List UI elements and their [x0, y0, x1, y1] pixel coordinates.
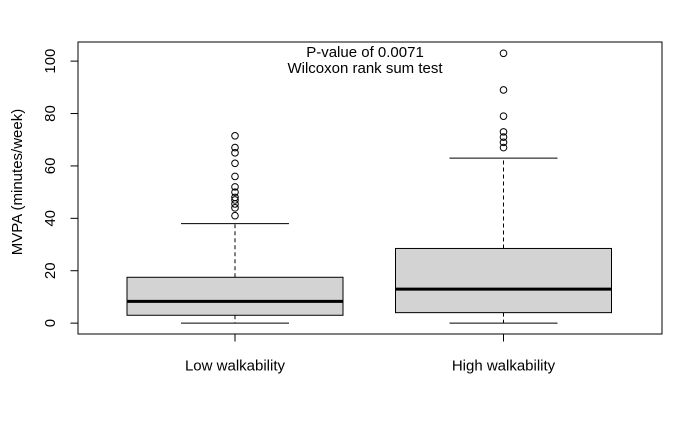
plot-frame — [77, 41, 663, 335]
y-axis-tick-label: 80 — [42, 105, 59, 122]
outlier-point — [499, 112, 508, 120]
p-value-annotation: P-value of 0.0071 — [306, 44, 424, 61]
y-axis-tick-label: 0 — [42, 319, 59, 327]
x-axis-category-label: High walkability — [452, 358, 556, 375]
y-axis-tick-label: 60 — [42, 158, 59, 175]
outlier-point — [231, 204, 239, 212]
outlier-point — [499, 133, 508, 141]
y-axis-tick-label: 40 — [42, 210, 59, 227]
y-axis-tick-label: 20 — [42, 262, 59, 279]
outlier-point — [499, 49, 508, 58]
outlier-point — [231, 211, 239, 220]
outlier-point — [231, 172, 239, 181]
outlier-point — [231, 143, 239, 152]
outlier-point — [231, 149, 239, 157]
x-axis-category-label: Low walkability — [185, 358, 286, 375]
outlier-point — [231, 183, 239, 191]
outlier-point — [499, 128, 508, 136]
outlier-point — [231, 188, 239, 196]
outlier-point — [231, 193, 239, 202]
outlier-point — [231, 131, 239, 140]
iqr-box — [395, 247, 612, 314]
boxplot-low-walkability — [126, 131, 344, 324]
outlier-point — [231, 159, 239, 168]
boxplot-high-walkability — [395, 49, 612, 324]
y-axis-title: MVPA (minutes/week) — [9, 109, 26, 255]
iqr-box — [126, 276, 344, 316]
y-axis-tick-label: 100 — [42, 49, 59, 74]
outlier-point — [499, 143, 508, 152]
outlier-point — [231, 196, 239, 204]
outlier-point — [499, 138, 508, 147]
test-name-annotation: Wilcoxon rank sum test — [287, 60, 443, 77]
outlier-point — [499, 86, 508, 94]
